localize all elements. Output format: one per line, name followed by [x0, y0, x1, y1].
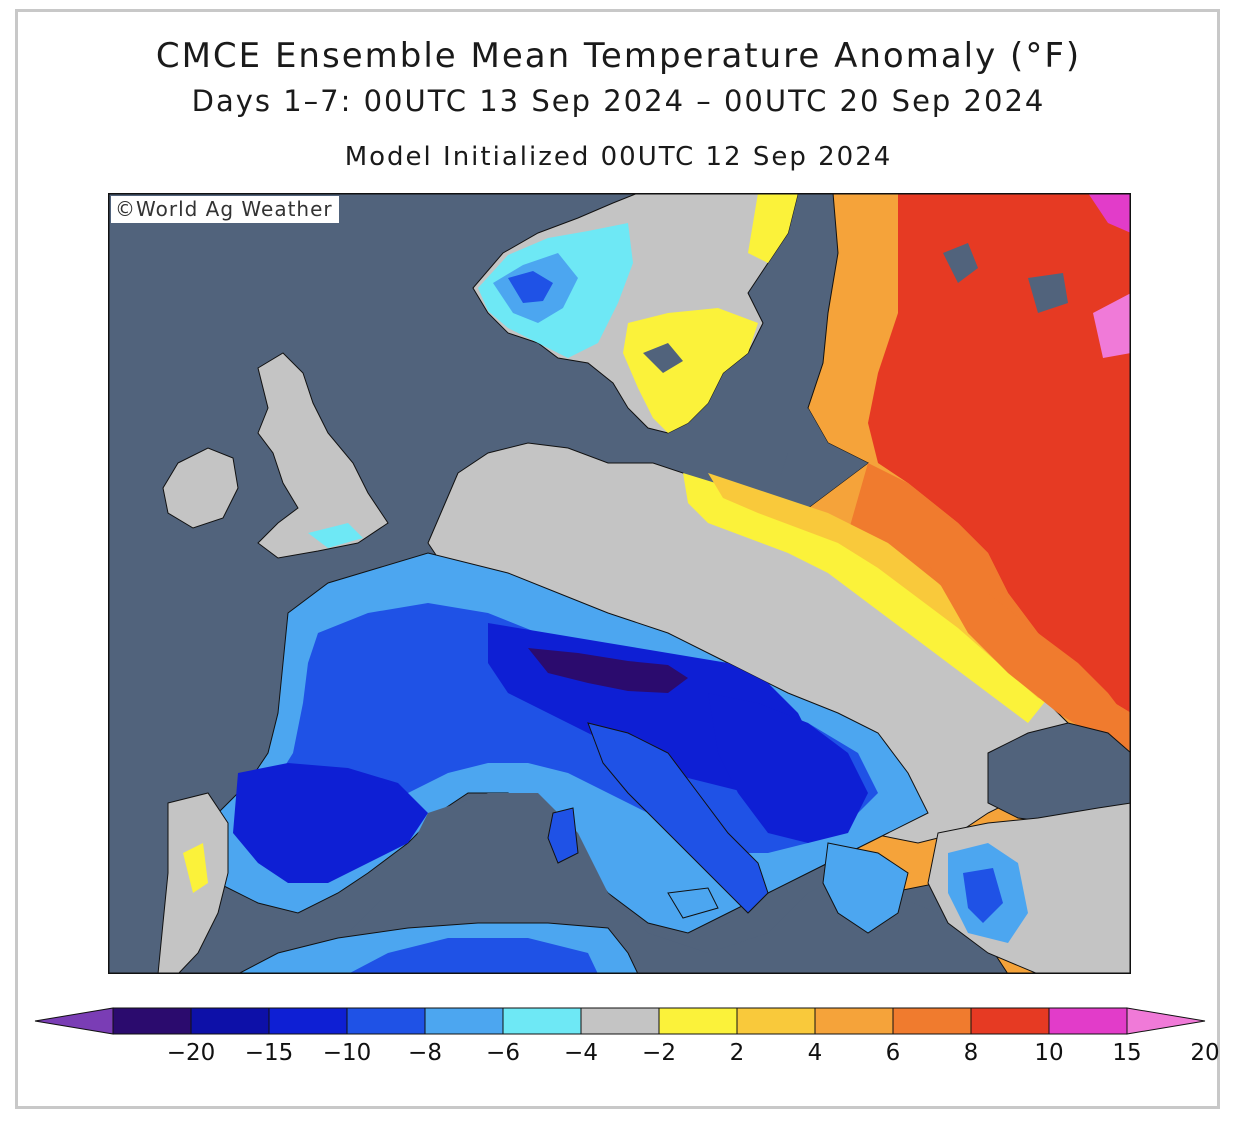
- italy-peninsula: [587, 722, 769, 914]
- legend-tick-label: −10: [322, 1040, 372, 1066]
- legend-bin: [658, 1007, 738, 1035]
- legend-tick-label: 20: [1190, 1040, 1220, 1066]
- finland-lake: [943, 243, 978, 283]
- ukraine-warm-band: [928, 563, 1131, 753]
- ireland: [162, 447, 239, 529]
- turkey-cold-core: [963, 868, 1003, 923]
- legend-bin: [112, 1007, 192, 1035]
- map-border: [108, 193, 1131, 974]
- legend-tick-label: 10: [1034, 1040, 1064, 1066]
- legend-tick-label: −8: [408, 1040, 442, 1066]
- poland-warm-band: [683, 473, 1048, 723]
- legend-bin: [970, 1007, 1050, 1035]
- legend-bin-low-arrow: [34, 1007, 114, 1035]
- legend-tick-label: −4: [564, 1040, 598, 1066]
- sardinia: [547, 807, 579, 864]
- legend-tick-label: −2: [642, 1040, 676, 1066]
- sweden-warm-zone: [623, 308, 758, 433]
- color-legend: [34, 1007, 1206, 1035]
- warm-anomaly-core: [868, 193, 1131, 713]
- legend-bin: [346, 1007, 426, 1035]
- portugal-warm-spot: [183, 843, 208, 893]
- legend-tick-label: 2: [729, 1040, 745, 1066]
- legend-bin: [502, 1007, 582, 1035]
- legend-bin: [1048, 1007, 1128, 1035]
- legend-tick-label: 8: [963, 1040, 979, 1066]
- legend-bin: [424, 1007, 504, 1035]
- iberia-cold: [233, 763, 428, 883]
- black-sea: [987, 722, 1131, 834]
- sicily: [667, 887, 719, 919]
- map-subtitle: Days 1–7: 00UTC 13 Sep 2024 – 00UTC 20 S…: [191, 84, 1046, 118]
- legend-bin: [892, 1007, 972, 1035]
- extreme-warm-northeast: [1088, 193, 1131, 233]
- legend-tick-label: −20: [166, 1040, 216, 1066]
- britain-cold-spot: [308, 523, 363, 548]
- legend-bin: [190, 1007, 270, 1035]
- legend-bin: [814, 1007, 894, 1035]
- france-cold-core: [258, 603, 878, 853]
- legend-tick-label: 4: [807, 1040, 823, 1066]
- map-title: CMCE Ensemble Mean Temperature Anomaly (…: [155, 36, 1082, 76]
- legend-bin: [580, 1007, 660, 1035]
- ladoga-lake: [1028, 273, 1068, 313]
- model-init-label: Model Initialized 00UTC 12 Sep 2024: [344, 142, 893, 172]
- norway-core: [508, 271, 553, 303]
- great-britain: [257, 352, 389, 559]
- legend-tick-label: 15: [1112, 1040, 1142, 1066]
- legend-tick-label: 6: [885, 1040, 901, 1066]
- anomaly-map: [108, 193, 1131, 974]
- greece: [822, 842, 909, 934]
- sweden-lake: [643, 343, 683, 373]
- extreme-warm-east: [1093, 293, 1131, 358]
- alps-coldest: [528, 648, 688, 693]
- north-sweden-warm: [748, 193, 798, 263]
- legend-bin: [268, 1007, 348, 1035]
- legend-tick-label: −15: [244, 1040, 294, 1066]
- north-africa-cold: [348, 938, 598, 974]
- legend-bin-high-arrow: [1126, 1007, 1206, 1035]
- legend-bin: [736, 1007, 816, 1035]
- legend-tick-label: −6: [486, 1040, 520, 1066]
- balkans-cold: [708, 693, 868, 843]
- copyright-credit: ©World Ag Weather: [111, 196, 339, 223]
